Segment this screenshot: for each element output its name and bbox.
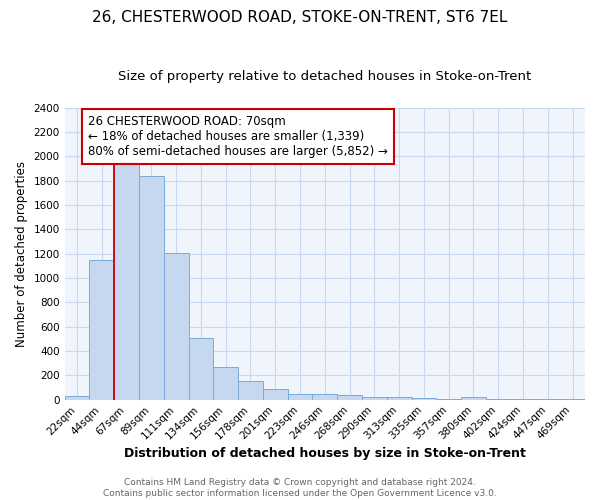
Bar <box>188 338 214 400</box>
Text: 26 CHESTERWOOD ROAD: 70sqm
← 18% of detached houses are smaller (1,339)
80% of s: 26 CHESTERWOOD ROAD: 70sqm ← 18% of deta… <box>88 115 388 158</box>
Text: Contains HM Land Registry data © Crown copyright and database right 2024.
Contai: Contains HM Land Registry data © Crown c… <box>103 478 497 498</box>
Bar <box>535 399 560 400</box>
Bar <box>461 398 486 400</box>
Bar <box>560 399 585 400</box>
Bar <box>214 367 238 400</box>
Bar <box>486 399 511 400</box>
Bar <box>65 396 89 400</box>
Bar <box>139 176 164 400</box>
Bar <box>511 399 535 400</box>
Text: 26, CHESTERWOOD ROAD, STOKE-ON-TRENT, ST6 7EL: 26, CHESTERWOOD ROAD, STOKE-ON-TRENT, ST… <box>92 10 508 25</box>
Bar <box>164 252 188 400</box>
Bar <box>287 394 313 400</box>
Bar <box>436 398 461 400</box>
Bar <box>337 395 362 400</box>
Y-axis label: Number of detached properties: Number of detached properties <box>15 161 28 347</box>
Bar <box>89 260 114 400</box>
Bar <box>238 381 263 400</box>
Bar <box>313 394 337 400</box>
Bar <box>412 398 436 400</box>
Bar <box>263 390 287 400</box>
Title: Size of property relative to detached houses in Stoke-on-Trent: Size of property relative to detached ho… <box>118 70 532 83</box>
Bar <box>114 162 139 400</box>
Bar <box>362 398 387 400</box>
Bar <box>387 398 412 400</box>
X-axis label: Distribution of detached houses by size in Stoke-on-Trent: Distribution of detached houses by size … <box>124 447 526 460</box>
